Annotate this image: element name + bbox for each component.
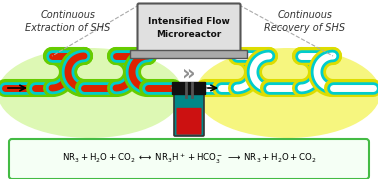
Text: $\mathregular{NR_3+H_2O+CO_2}$$\;\longleftrightarrow\;$$\mathregular{NR_3H^+ + H: $\mathregular{NR_3+H_2O+CO_2}$$\;\longle… [62,152,316,166]
FancyBboxPatch shape [172,83,206,95]
FancyBboxPatch shape [130,50,248,59]
Text: Intensified Flow
Microreactor: Intensified Flow Microreactor [148,17,230,39]
FancyBboxPatch shape [9,139,369,179]
Text: Continuous
Extraction of SHS: Continuous Extraction of SHS [25,10,111,33]
Ellipse shape [195,48,378,138]
FancyBboxPatch shape [174,91,204,136]
Ellipse shape [0,48,183,138]
FancyBboxPatch shape [177,108,201,135]
Text: Continuous
Recovery of SHS: Continuous Recovery of SHS [265,10,345,33]
Text: »: » [182,63,196,83]
FancyBboxPatch shape [138,4,240,52]
